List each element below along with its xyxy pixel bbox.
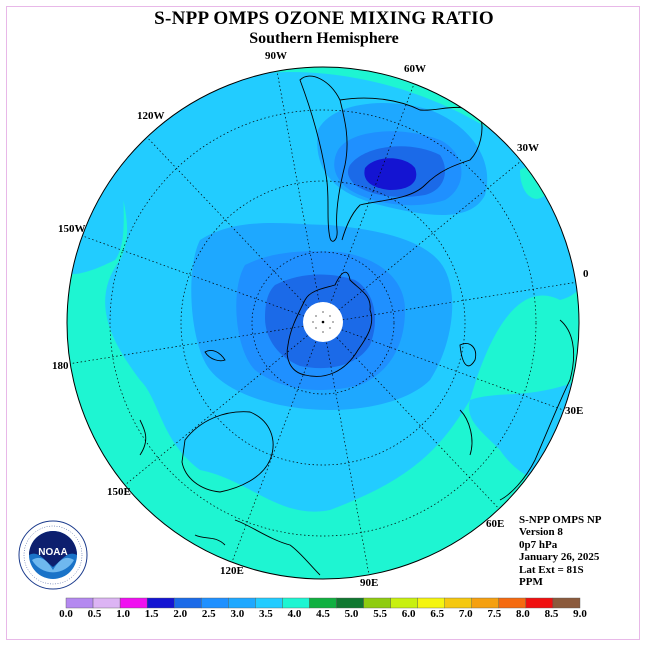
madagascar-east [459, 409, 473, 456]
info-block: S-NPP OMPS NP Version 8 0p7 hPa January … [519, 514, 602, 588]
lon-label-150w: 150W [58, 223, 86, 235]
colorbar-swatch [309, 597, 337, 609]
colorbar-label: 5.5 [373, 608, 387, 620]
colorbar-swatch [92, 597, 121, 609]
colorbar-swatch [498, 597, 527, 609]
australia-coast [181, 411, 274, 493]
africa-coast [499, 319, 575, 501]
colorbar-swatch [174, 597, 202, 609]
colorbar-label: 9.0 [573, 608, 587, 620]
lon-label-30w: 30W [517, 142, 539, 154]
colorbar-swatch [525, 597, 554, 609]
noaa-logo: NOAA [18, 520, 88, 590]
new-zealand-coast [204, 349, 226, 362]
image-frame [6, 6, 640, 640]
lon-label-30e: 30E [565, 405, 584, 417]
map-boundary [66, 66, 580, 580]
lon-label-180: 180 [52, 360, 69, 372]
ozone-high-max [364, 158, 417, 190]
islands-south-2 [194, 534, 226, 546]
colorbar-swatch [119, 597, 148, 609]
lon-label-150e: 150E [107, 486, 131, 498]
lon-label-120w: 120W [137, 110, 165, 122]
colorbar-swatch [228, 597, 256, 609]
colorbar-label: 0.0 [59, 608, 73, 620]
south-america-east-coast [339, 97, 483, 241]
colorbar-swatch [444, 597, 472, 609]
info-lat-ext: Lat Ext = 81S [519, 563, 584, 576]
colorbar-label: 1.5 [144, 608, 159, 620]
info-date: January 26, 2025 [519, 551, 600, 564]
lon-label-0: 0 [583, 268, 589, 280]
colorbar-label: 3.5 [259, 608, 273, 620]
lon-label-60w: 60W [404, 63, 426, 75]
chart-subtitle: Southern Hemisphere [249, 30, 399, 47]
pole-dots [312, 311, 334, 333]
colorbar-swatch [201, 597, 229, 609]
colorbar-label: 4.0 [287, 608, 302, 620]
graticule [67, 70, 579, 576]
info-level: 0p7 hPa [519, 538, 558, 551]
colorbar-swatch [552, 597, 581, 609]
colorbar-swatch [471, 597, 500, 609]
colorbar [65, 597, 581, 609]
lon-label-60e: 60E [486, 518, 505, 530]
colorbar-label: 6.0 [401, 608, 416, 620]
colorbar-label: 7.0 [458, 608, 473, 620]
colorbar-swatch [255, 597, 283, 609]
colorbar-label: 8.0 [516, 608, 530, 620]
colorbar-label: 7.5 [487, 608, 502, 620]
chart-title: S-NPP OMPS OZONE MIXING RATIO [154, 8, 494, 29]
colorbar-swatch [390, 597, 418, 609]
colorbar-label: 2.5 [201, 608, 216, 620]
colorbar-swatch [146, 597, 175, 609]
colorbar-label: 1.0 [116, 608, 130, 620]
colorbar-swatch [65, 597, 94, 609]
logo-text: NOAA [38, 547, 67, 558]
colorbar-label: 4.5 [316, 608, 330, 620]
lon-label-120e: 120E [220, 565, 244, 577]
colorbar-label: 6.5 [430, 608, 445, 620]
islands-south [234, 519, 321, 576]
colorbar-label: 3.0 [230, 608, 245, 620]
colorbar-swatch [336, 597, 364, 609]
lon-label-90e: 90E [360, 577, 379, 589]
colorbar-label: 5.0 [344, 608, 359, 620]
coastlines [139, 75, 575, 576]
info-instrument: S-NPP OMPS NP [519, 514, 602, 526]
antarctica-coast [286, 271, 373, 377]
info-units: PPM [519, 576, 543, 589]
colorbar-swatch [363, 597, 391, 609]
islands-west [139, 419, 147, 456]
colorbar-swatch [417, 597, 445, 609]
colorbar-swatch [282, 597, 310, 609]
colorbar-label: 0.5 [87, 608, 102, 620]
colorbar-label: 2.0 [173, 608, 188, 620]
info-version: Version 8 [519, 526, 563, 539]
lon-label-90w: 90W [265, 50, 287, 62]
madagascar-coast [459, 343, 477, 367]
colorbar-label: 8.5 [544, 608, 559, 620]
